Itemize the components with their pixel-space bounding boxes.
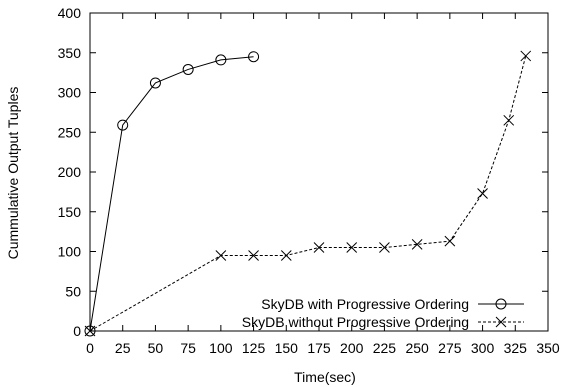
x-tick-label: 150 [275,340,299,356]
data-point [149,77,161,89]
data-point [215,250,227,261]
data-point [117,119,129,131]
series-line [89,56,254,332]
data-point [84,325,96,337]
y-axis-title: Cummulative Output Tuples [5,87,21,260]
series-line [89,55,527,332]
data-point [182,63,194,75]
x-tick-label: 0 [86,340,94,356]
data-point [520,50,532,62]
data-point [379,242,390,253]
series-1 [84,51,260,337]
y-tick-label: 250 [58,124,82,140]
x-tick-label: 350 [536,340,560,356]
legend-label: SkyDB with Progressive Ordering [261,296,469,312]
x-tick-label: 75 [180,340,196,356]
x-tick-label: 200 [340,340,364,356]
data-point [84,325,96,337]
x-axis-title: Time(sec) [294,369,356,385]
x-tick-label: 50 [148,340,164,356]
data-point [280,250,292,261]
y-tick-label: 350 [58,45,82,61]
data-point [215,54,227,66]
x-tick-label: 175 [307,340,331,356]
x-tick-label: 100 [209,340,233,356]
legend: SkyDB with Progressive Ordering SkyDB wit… [242,296,524,330]
data-point [411,238,423,250]
legend-marker [495,298,507,310]
y-tick-label: 0 [73,323,81,339]
x-tick-label: 275 [438,340,462,356]
data-point [248,51,260,63]
y-tick-label: 150 [58,204,82,220]
series-2 [84,50,532,337]
data-point [503,114,515,126]
y-tick-label: 200 [58,164,82,180]
y-tick-label: 300 [58,85,82,101]
x-tick-label: 225 [373,340,397,356]
data-point [313,242,325,253]
x-tick-label: 250 [405,340,429,356]
x-tick-label: 125 [242,340,266,356]
plot-area: 0 50 100 150 200 250 300 350 400 0 25 50 75 100 125 150… [58,5,560,356]
data-point [346,242,358,253]
x-tick-label: 300 [471,340,495,356]
x-tick-label: 325 [504,340,528,356]
x-tick-label: 25 [115,340,131,356]
y-tick-label: 50 [65,283,81,299]
legend-label: SkyDB without Progressive Ordering [242,314,469,330]
data-point [248,250,259,261]
data-point [444,235,456,247]
y-tick-label: 400 [58,5,82,21]
legend-marker [495,316,507,328]
data-point [477,188,488,199]
y-tick-label: 100 [58,244,82,260]
plot-frame [89,12,549,332]
